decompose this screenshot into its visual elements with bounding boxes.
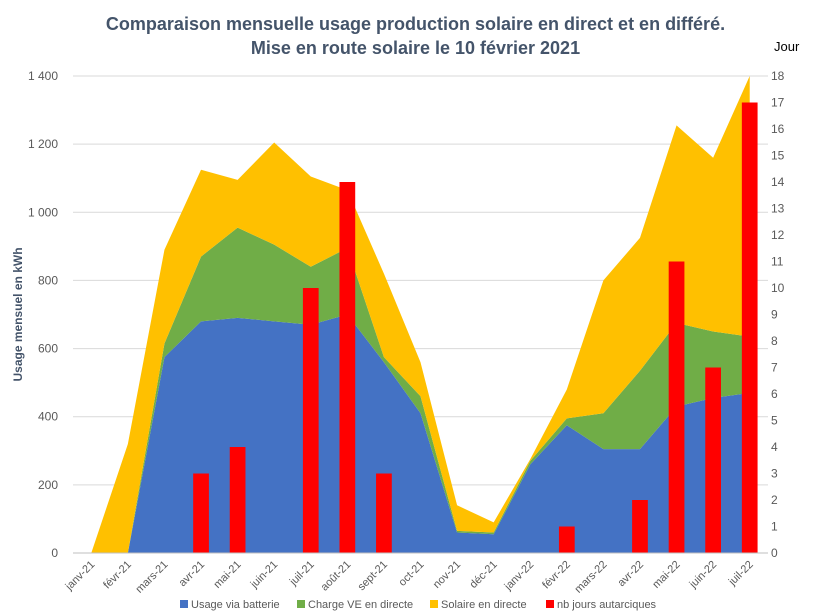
y2-tick-label: 16 bbox=[771, 122, 785, 136]
y-tick-label: 0 bbox=[51, 546, 58, 560]
y2-tick-label: 5 bbox=[771, 414, 778, 428]
x-tick-label: nov-21 bbox=[431, 559, 463, 591]
legend-swatch bbox=[430, 600, 438, 608]
y2-tick-label: 15 bbox=[771, 149, 785, 163]
y2-tick-label: 8 bbox=[771, 334, 778, 348]
bar-jours-autarciques bbox=[339, 182, 356, 553]
y2-tick-label: 2 bbox=[771, 493, 778, 507]
chart-title-line2: Mise en route solaire le 10 février 2021 bbox=[250, 38, 581, 58]
x-tick-label: juil-21 bbox=[287, 559, 317, 589]
x-tick-label: janv-21 bbox=[63, 559, 98, 594]
x-tick-label: avr-22 bbox=[616, 559, 647, 590]
x-tick-label: déc-21 bbox=[468, 559, 500, 591]
chart-title-line1: Comparaison mensuelle usage production s… bbox=[105, 14, 726, 34]
y2-tick-label: 13 bbox=[771, 202, 785, 216]
y2-tick-label: 9 bbox=[771, 308, 778, 322]
bar-jours-autarciques bbox=[376, 473, 392, 553]
y2-tick-label: 18 bbox=[771, 69, 785, 83]
legend-label: Usage via batterie bbox=[191, 599, 280, 611]
x-tick-label: mai-21 bbox=[211, 559, 243, 591]
y2-tick-label: 14 bbox=[771, 175, 785, 189]
area-usage-via-batterie bbox=[91, 314, 750, 553]
y-tick-label: 1 000 bbox=[28, 205, 58, 219]
y-tick-label: 1 400 bbox=[28, 69, 58, 83]
bar-jours-autarciques bbox=[632, 500, 648, 553]
bar-jours-autarciques bbox=[193, 473, 209, 553]
y-tick-label: 1 200 bbox=[28, 137, 58, 151]
legend-swatch bbox=[546, 600, 554, 608]
legend-swatch bbox=[180, 600, 188, 608]
y2-tick-label: 10 bbox=[771, 281, 785, 295]
bar-jours-autarciques bbox=[668, 261, 685, 553]
x-tick-label: janv-22 bbox=[502, 559, 537, 594]
bar-jours-autarciques bbox=[229, 447, 246, 553]
y-axis-title: Usage mensuel en kWh bbox=[11, 247, 25, 381]
y2-tick-label: 1 bbox=[771, 520, 778, 534]
area-charge-ve-en-directe bbox=[91, 227, 750, 553]
y2-tick-label: 17 bbox=[771, 96, 785, 110]
y2-tick-label: 7 bbox=[771, 361, 778, 375]
y2-axis-title: Jour bbox=[774, 39, 800, 54]
y2-tick-label: 3 bbox=[771, 467, 778, 481]
x-tick-label: sept-21 bbox=[356, 559, 390, 593]
legend-label: nb jours autarciques bbox=[557, 599, 657, 611]
x-tick-label: juil-22 bbox=[726, 559, 756, 589]
x-tick-label: juin-22 bbox=[687, 559, 720, 592]
x-tick-label: mars-22 bbox=[573, 559, 610, 596]
x-tick-label: avr-21 bbox=[177, 559, 208, 590]
bar-jours-autarciques bbox=[558, 526, 575, 553]
y2-tick-label: 12 bbox=[771, 228, 785, 242]
x-tick-label: févr-21 bbox=[101, 559, 134, 592]
bar-jours-autarciques bbox=[705, 367, 721, 553]
x-tick-label: août-21 bbox=[319, 559, 354, 594]
y-tick-label: 600 bbox=[38, 342, 58, 356]
x-tick-label: oct-21 bbox=[397, 559, 427, 589]
y2-tick-label: 11 bbox=[771, 255, 784, 269]
bar-jours-autarciques bbox=[302, 288, 319, 553]
legend-label: Charge VE en directe bbox=[308, 599, 413, 611]
x-tick-label: juin-21 bbox=[248, 559, 281, 592]
y-tick-label: 800 bbox=[38, 273, 58, 287]
y2-tick-label: 0 bbox=[771, 546, 778, 560]
y-tick-label: 400 bbox=[38, 410, 58, 424]
legend-label: Solaire en directe bbox=[441, 599, 527, 611]
legend-swatch bbox=[297, 600, 305, 608]
x-tick-label: mai-22 bbox=[650, 559, 682, 591]
area-solaire-en-directe bbox=[91, 76, 750, 553]
y2-tick-label: 4 bbox=[771, 440, 778, 454]
x-tick-label: févr-22 bbox=[540, 559, 573, 592]
bar-jours-autarciques bbox=[741, 102, 758, 553]
x-tick-label: mars-21 bbox=[134, 559, 171, 596]
y-tick-label: 200 bbox=[38, 478, 58, 492]
y2-tick-label: 6 bbox=[771, 387, 778, 401]
